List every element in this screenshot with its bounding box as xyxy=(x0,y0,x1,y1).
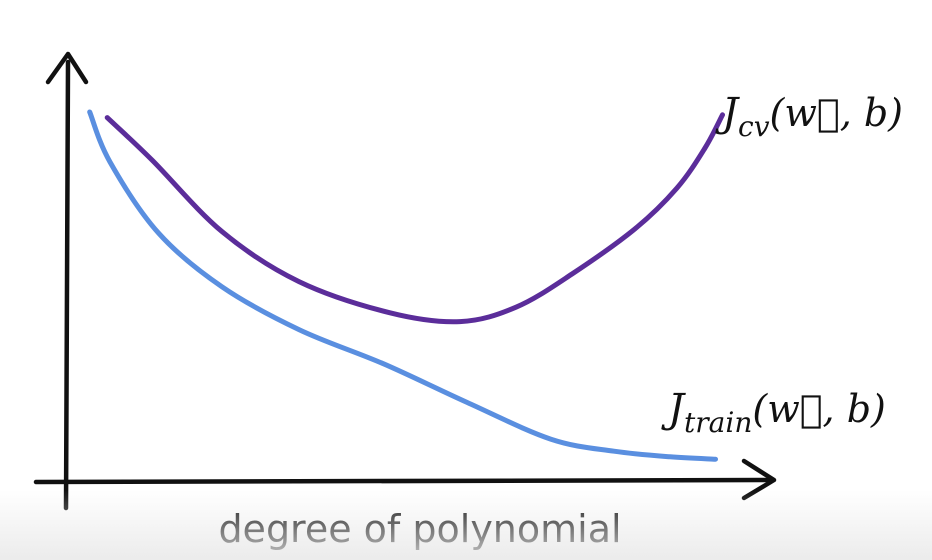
series-label-subscript: cv xyxy=(738,110,770,143)
series-line-j-train xyxy=(87,109,718,462)
series-label-j-cv: Jcv(w⃗, b) xyxy=(715,90,903,143)
x-axis-label: degree of polynomial xyxy=(218,507,621,551)
series-label-base: J xyxy=(715,90,740,136)
series-layer xyxy=(87,109,725,462)
y-axis xyxy=(63,59,71,511)
y-axis-arrowhead xyxy=(45,51,89,85)
series-line-j-cv xyxy=(104,112,725,325)
series-label-args: (w⃗, b) xyxy=(752,387,885,431)
axes xyxy=(33,51,777,511)
series-label-subscript: train xyxy=(684,406,752,439)
series-label-base: J xyxy=(661,386,686,432)
x-axis xyxy=(33,477,775,485)
series-labels: Jcv(w⃗, b)Jtrain(w⃗, b) xyxy=(661,90,903,439)
series-label-args: (w⃗, b) xyxy=(770,91,903,135)
series-label-j-train: Jtrain(w⃗, b) xyxy=(661,386,886,439)
